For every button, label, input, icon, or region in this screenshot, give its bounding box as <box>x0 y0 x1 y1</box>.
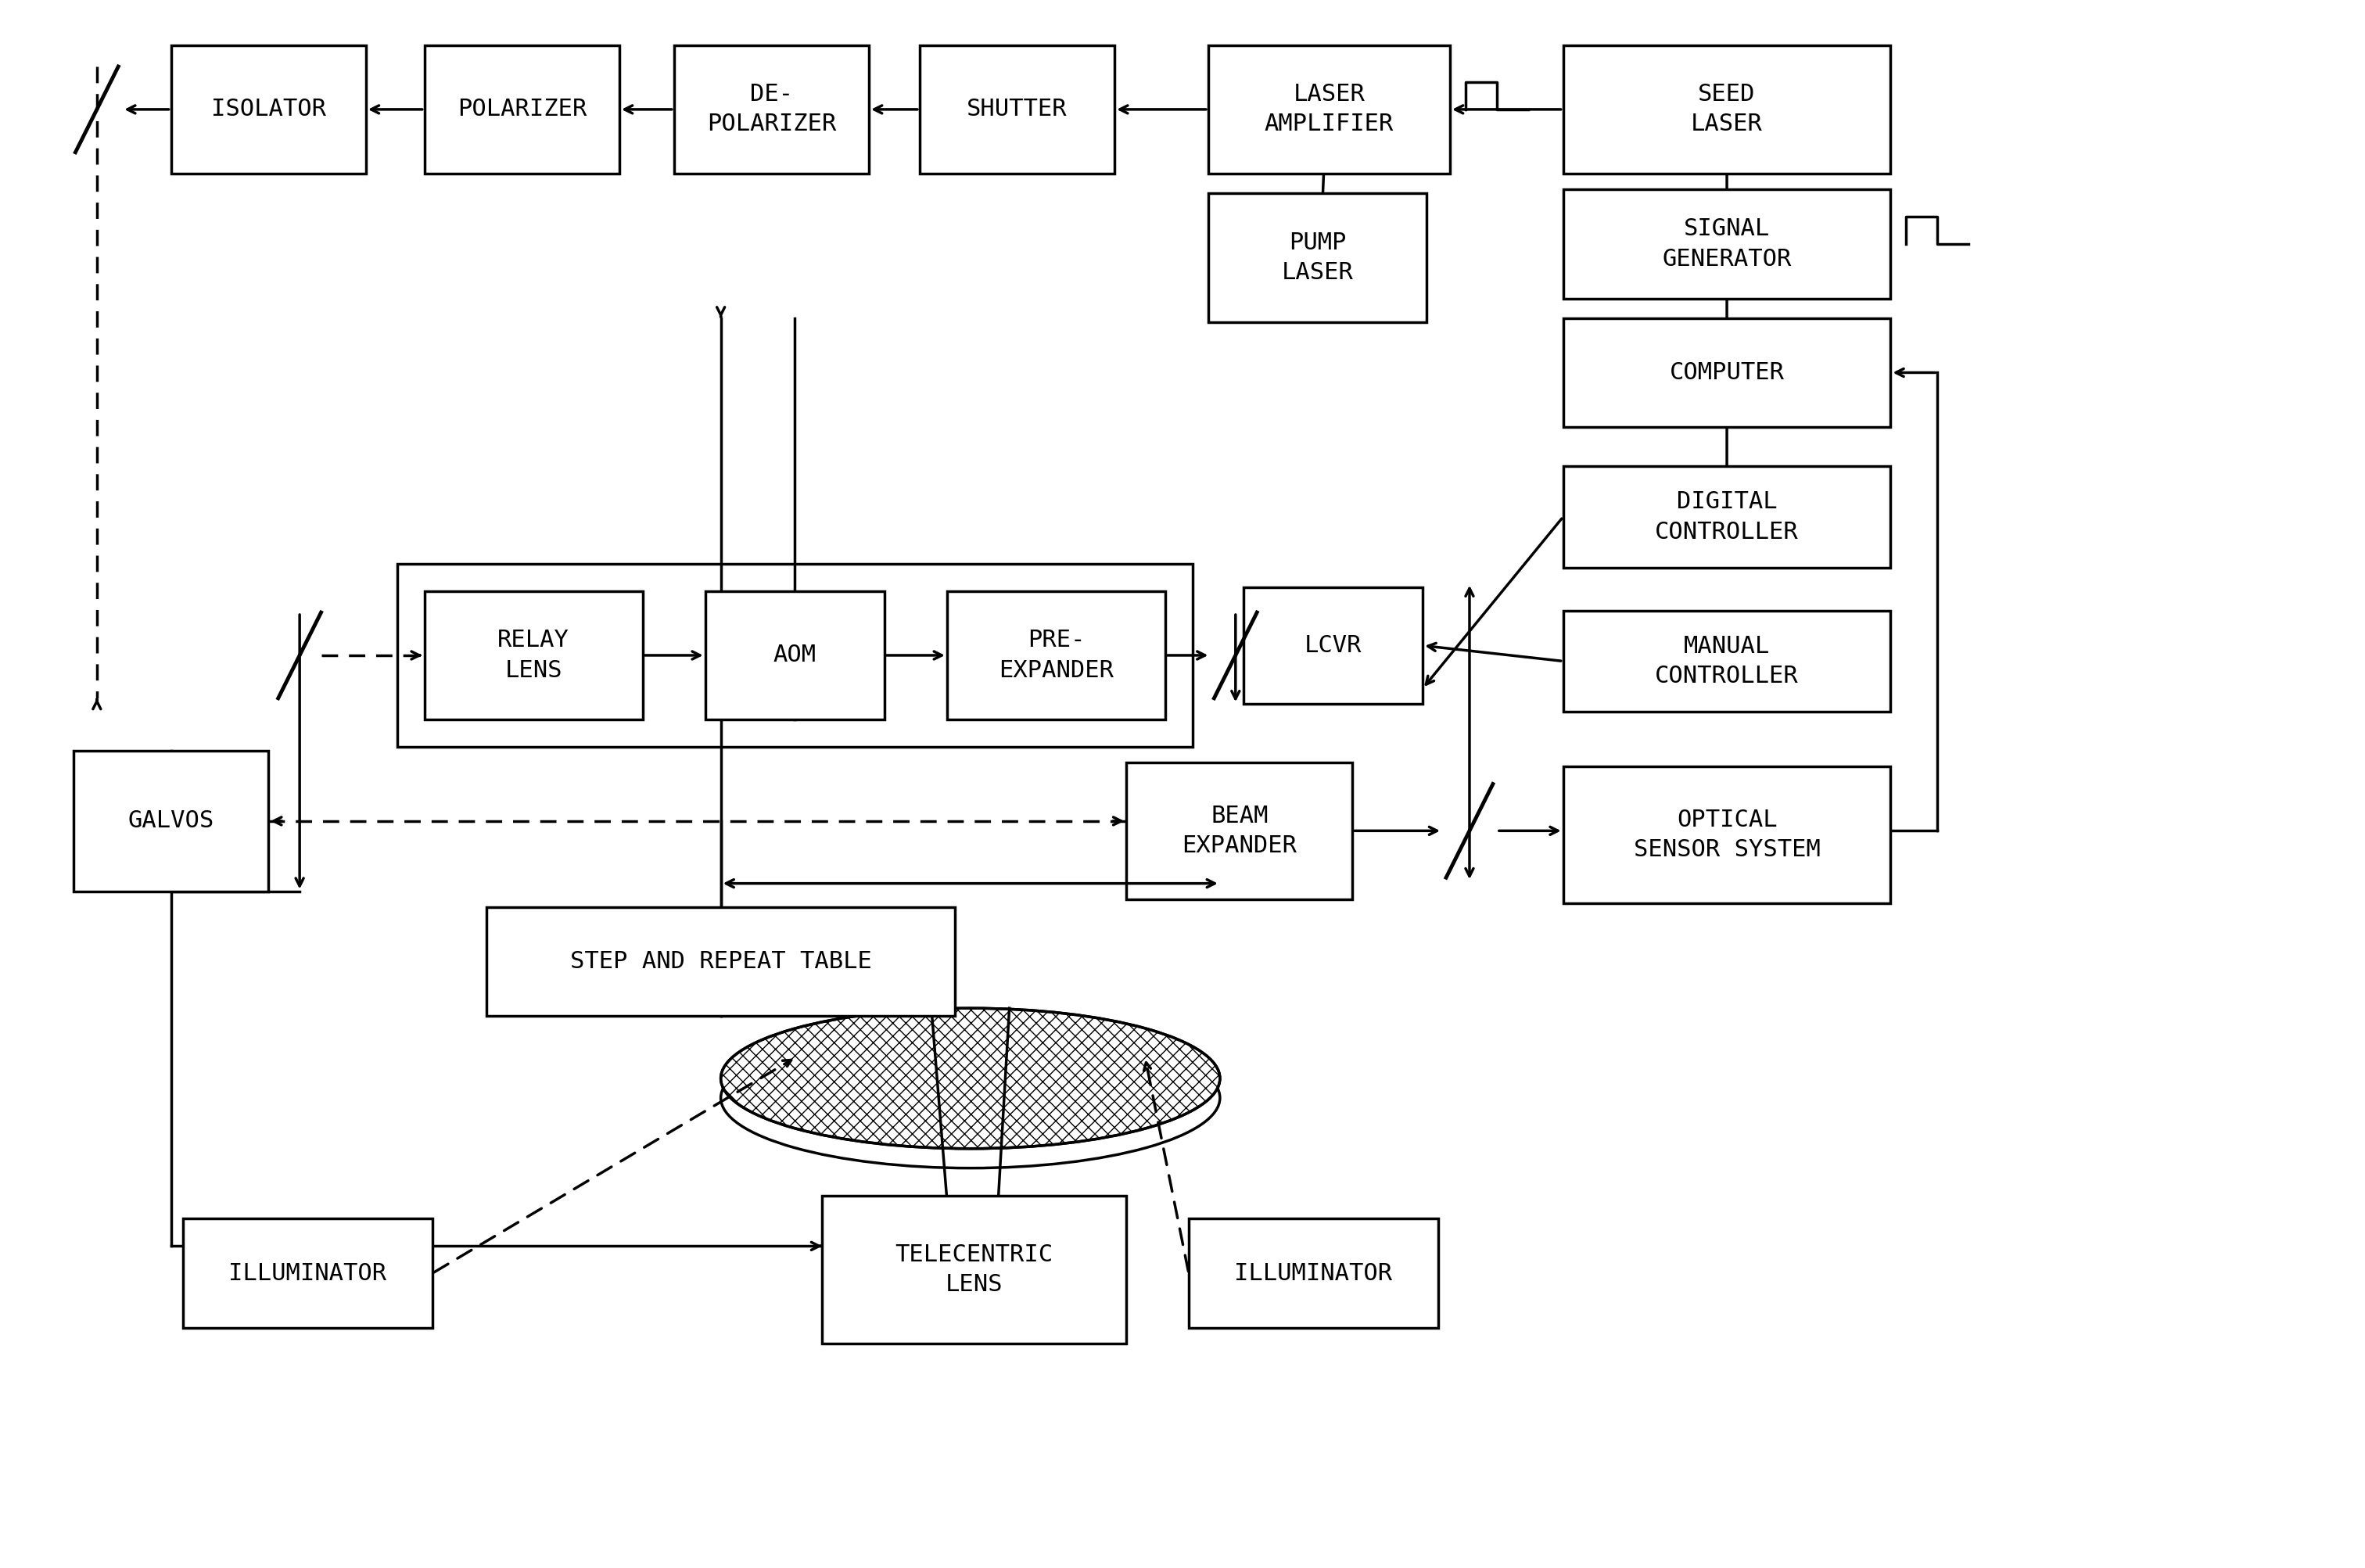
Text: DE-
POLARIZER: DE- POLARIZER <box>707 83 837 136</box>
Bar <box>182 1218 433 1328</box>
Text: RELAY
LENS: RELAY LENS <box>497 629 570 682</box>
Bar <box>1209 45 1450 174</box>
Bar <box>423 45 620 174</box>
Bar <box>1563 318 1890 426</box>
Text: OPTICAL
SENSOR SYSTEM: OPTICAL SENSOR SYSTEM <box>1634 809 1821 861</box>
Bar <box>674 45 868 174</box>
Ellipse shape <box>721 1008 1220 1149</box>
Text: SHUTTER: SHUTTER <box>967 99 1067 121</box>
Text: ILLUMINATOR: ILLUMINATOR <box>1235 1262 1393 1284</box>
Bar <box>73 751 270 891</box>
Text: SEED
LASER: SEED LASER <box>1691 83 1762 136</box>
Bar <box>1563 466 1890 568</box>
Bar <box>1244 586 1424 704</box>
Text: BEAM
EXPANDER: BEAM EXPANDER <box>1182 804 1296 858</box>
Bar <box>423 591 643 720</box>
Text: LASER
AMPLIFIER: LASER AMPLIFIER <box>1265 83 1393 136</box>
Text: DIGITAL
CONTROLLER: DIGITAL CONTROLLER <box>1655 491 1800 543</box>
Text: PRE-
EXPANDER: PRE- EXPANDER <box>998 629 1114 682</box>
Bar <box>1126 762 1353 898</box>
Bar <box>946 591 1166 720</box>
Bar <box>1209 193 1426 321</box>
Text: ILLUMINATOR: ILLUMINATOR <box>229 1262 385 1284</box>
Text: COMPUTER: COMPUTER <box>1670 361 1783 384</box>
Text: GALVOS: GALVOS <box>128 809 215 833</box>
Bar <box>170 45 367 174</box>
Bar <box>1563 45 1890 174</box>
Bar <box>1563 767 1890 903</box>
Text: ISOLATOR: ISOLATOR <box>210 99 326 121</box>
Text: LCVR: LCVR <box>1303 633 1362 657</box>
Bar <box>1563 190 1890 298</box>
Text: TELECENTRIC
LENS: TELECENTRIC LENS <box>896 1243 1052 1295</box>
Text: SIGNAL
GENERATOR: SIGNAL GENERATOR <box>1663 218 1793 270</box>
Text: AOM: AOM <box>773 644 816 666</box>
Text: POLARIZER: POLARIZER <box>456 99 587 121</box>
Bar <box>397 563 1192 746</box>
Text: STEP AND REPEAT TABLE: STEP AND REPEAT TABLE <box>570 950 873 972</box>
Bar <box>823 1195 1126 1344</box>
Bar <box>705 591 885 720</box>
Text: MANUAL
CONTROLLER: MANUAL CONTROLLER <box>1655 635 1800 687</box>
Bar <box>487 906 955 1016</box>
Bar <box>1190 1218 1438 1328</box>
Ellipse shape <box>721 1027 1220 1168</box>
Text: PUMP
LASER: PUMP LASER <box>1282 232 1353 284</box>
Bar <box>1563 610 1890 712</box>
Bar <box>920 45 1114 174</box>
